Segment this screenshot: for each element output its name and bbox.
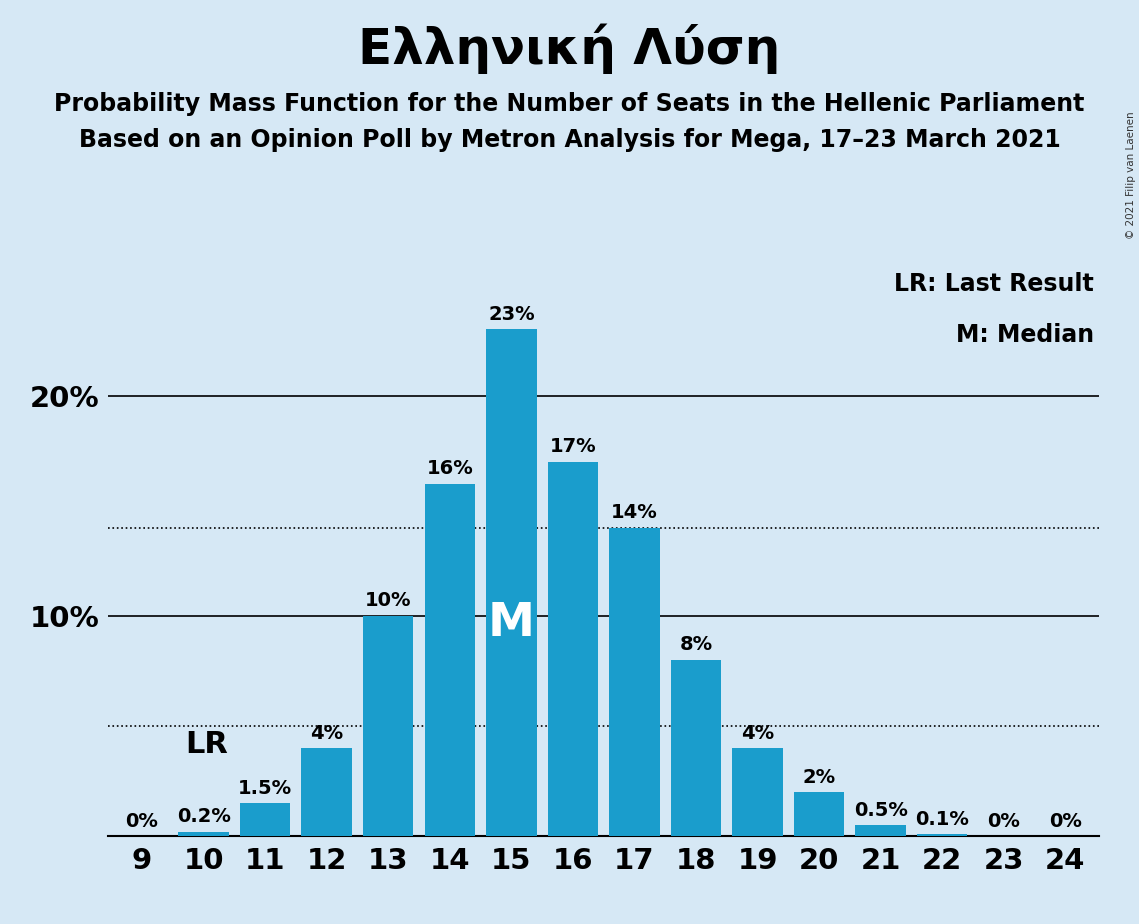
Bar [732,748,782,836]
Text: 0.5%: 0.5% [854,801,908,820]
Bar [302,748,352,836]
Text: Probability Mass Function for the Number of Seats in the Hellenic Parliament: Probability Mass Function for the Number… [55,92,1084,116]
Bar [425,483,475,836]
Text: LR: LR [186,730,228,760]
Text: 0.1%: 0.1% [916,809,969,829]
Bar [363,616,413,836]
Bar [917,834,967,836]
Text: 0%: 0% [125,811,158,831]
Bar [855,825,906,836]
Text: 0%: 0% [1049,811,1082,831]
Text: Based on an Opinion Poll by Metron Analysis for Mega, 17–23 March 2021: Based on an Opinion Poll by Metron Analy… [79,128,1060,152]
Text: 2%: 2% [803,768,836,786]
Text: 0%: 0% [988,811,1021,831]
Text: M: Median: M: Median [956,323,1095,347]
Bar [486,330,536,836]
Text: 4%: 4% [310,723,343,743]
Text: 0.2%: 0.2% [177,808,230,826]
Text: 10%: 10% [364,591,411,611]
Text: 4%: 4% [741,723,775,743]
Text: 1.5%: 1.5% [238,779,293,797]
Text: M: M [487,601,535,646]
Text: 16%: 16% [426,459,473,479]
Bar [794,792,844,836]
Bar [671,660,721,836]
Text: 17%: 17% [550,437,596,456]
Text: LR: Last Result: LR: Last Result [894,272,1095,296]
Text: 14%: 14% [611,504,658,522]
Bar [179,832,229,836]
Text: Ελληνική Λύση: Ελληνική Λύση [359,23,780,74]
Bar [609,528,659,836]
Bar [240,803,290,836]
Text: 8%: 8% [680,636,713,654]
Bar [548,462,598,836]
Text: © 2021 Filip van Laenen: © 2021 Filip van Laenen [1126,111,1136,238]
Text: 23%: 23% [487,305,534,324]
